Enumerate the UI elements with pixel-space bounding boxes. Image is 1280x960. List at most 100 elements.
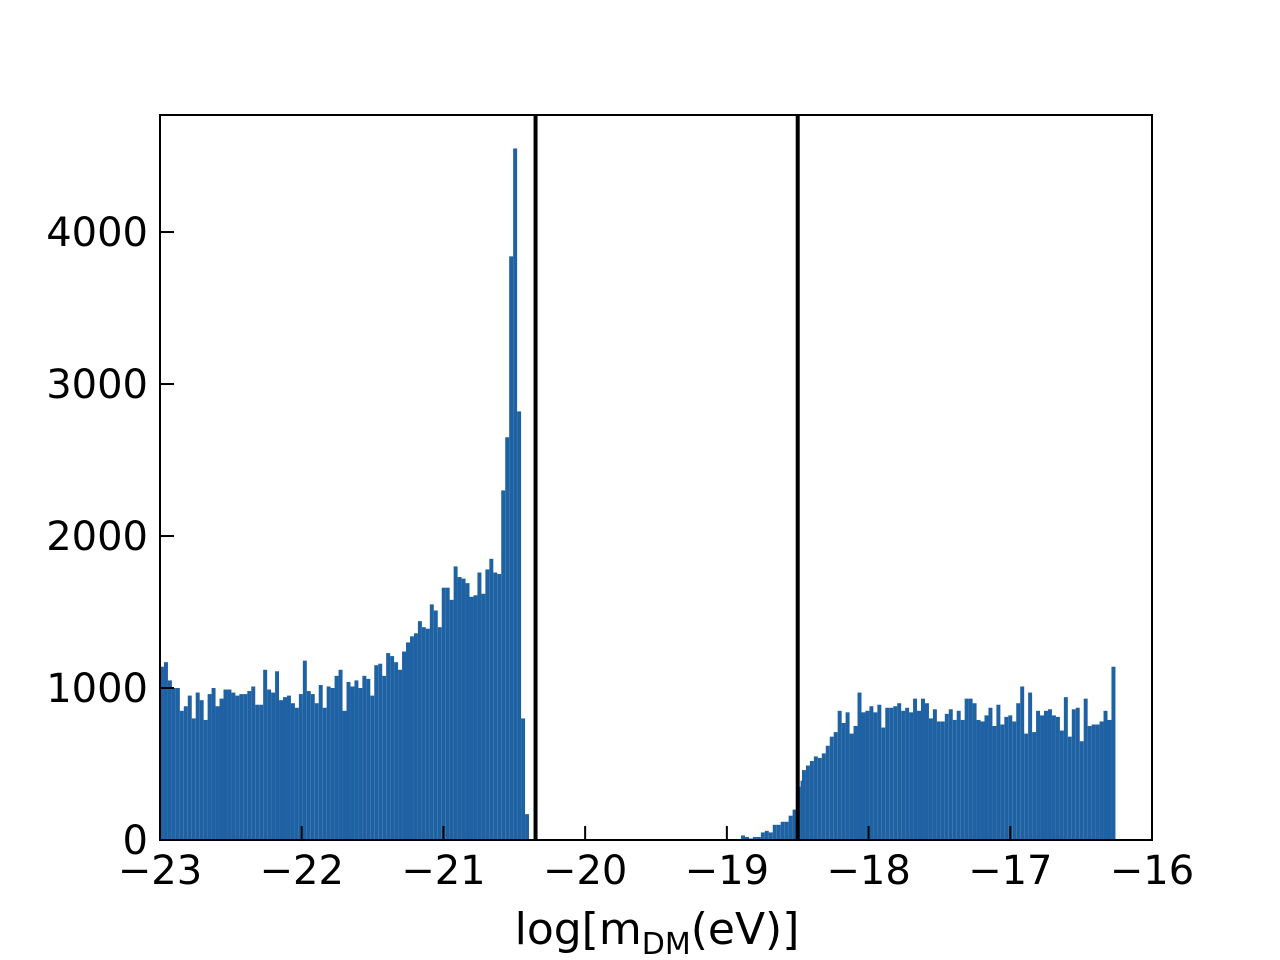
histogram-bar — [792, 809, 797, 840]
histogram-bar — [805, 765, 810, 840]
x-tick-label: −20 — [543, 848, 627, 894]
histogram-bar — [1020, 686, 1025, 840]
y-tick-label: 0 — [123, 818, 148, 864]
histogram-bar — [370, 695, 375, 840]
histogram-bar — [485, 569, 490, 840]
histogram-bar — [865, 710, 870, 840]
histogram-bar — [187, 695, 192, 840]
histogram-bar — [1075, 707, 1080, 840]
histogram-bar — [889, 707, 894, 840]
histogram-bar — [1024, 733, 1029, 840]
histogram-bar — [1091, 724, 1096, 840]
histogram-bar — [227, 689, 232, 840]
histogram-bar — [207, 694, 212, 840]
histogram-bar — [326, 686, 331, 840]
histogram-bar — [1099, 721, 1104, 840]
x-tick-label: −22 — [260, 848, 344, 894]
histogram-bar — [413, 633, 418, 840]
histogram-bar — [788, 815, 793, 840]
histogram-bar — [505, 437, 510, 840]
histogram-bar — [338, 669, 343, 840]
histogram-bar — [453, 566, 458, 840]
histogram-bar — [1107, 719, 1112, 840]
histogram-bar — [1059, 730, 1064, 840]
histogram-bar — [1036, 710, 1041, 840]
histogram-bar — [1040, 715, 1045, 840]
histogram-bar — [433, 610, 438, 840]
histogram-bar — [302, 660, 307, 840]
histogram-bar — [477, 572, 482, 840]
histogram-bar — [378, 663, 383, 840]
plot-frame — [159, 114, 1153, 841]
histogram-bar — [279, 700, 284, 840]
histogram-bar — [893, 706, 898, 840]
histogram-bar — [366, 678, 371, 840]
histogram-bar — [764, 830, 769, 840]
histogram-bar — [199, 700, 204, 840]
histogram-bar — [932, 709, 937, 840]
y-tick-label: 1000 — [46, 666, 148, 712]
histogram-bar — [877, 704, 882, 840]
histogram-bar — [901, 710, 906, 840]
histogram-bar — [271, 692, 276, 840]
histogram-bar — [314, 703, 319, 840]
histogram-bar — [1087, 726, 1092, 840]
histogram-bar — [1055, 716, 1060, 840]
histogram-bar — [469, 596, 474, 840]
histogram-bar — [437, 627, 442, 840]
histogram-bar — [350, 686, 355, 840]
histogram-bar — [255, 704, 260, 840]
histogram-bar — [294, 707, 299, 840]
histogram-bar — [768, 832, 773, 840]
histogram-bar — [784, 821, 789, 840]
histogram-bar — [1016, 703, 1021, 840]
histogram-bar — [909, 712, 914, 840]
histogram-bar — [171, 688, 176, 840]
histogram-bar — [346, 681, 351, 840]
x-axis-ticks: −23 −22 −21 −20 −19 −18 −17 −16 — [118, 826, 1194, 894]
histogram-bar — [905, 707, 910, 840]
histogram-bar — [417, 621, 422, 840]
histogram-bar — [354, 680, 359, 840]
histogram-bar — [968, 698, 973, 840]
histogram-bar — [386, 653, 391, 840]
histogram-bar — [330, 688, 335, 840]
histogram-bar — [390, 656, 395, 840]
histogram-bar — [251, 686, 256, 840]
histogram-bar — [1044, 710, 1048, 840]
histogram-bar — [776, 824, 781, 840]
histogram-bar — [936, 721, 941, 840]
histogram-bar — [1004, 716, 1009, 840]
histogram-bar — [869, 706, 874, 840]
histogram-bar — [247, 691, 252, 840]
x-tick-label: −21 — [401, 848, 485, 894]
histogram-bar — [203, 719, 208, 840]
histogram-bar — [756, 836, 761, 840]
histogram-bar — [885, 707, 890, 840]
histogram-bar — [513, 148, 518, 840]
histogram-bar — [267, 689, 272, 840]
histogram-bar — [219, 698, 224, 840]
histogram-bar — [402, 651, 407, 840]
histogram-bar — [1012, 721, 1017, 840]
histogram-bar — [318, 684, 323, 840]
histogram-bars — [160, 148, 1116, 841]
histogram-bar — [821, 753, 826, 840]
histogram-bar — [948, 709, 953, 840]
histogram-bar — [741, 835, 745, 840]
histogram-bar — [1028, 692, 1033, 840]
histogram-bar — [211, 688, 216, 840]
histogram-bar — [833, 732, 838, 840]
histogram-bar — [964, 698, 969, 840]
histogram-bar — [849, 733, 854, 840]
histogram-bar — [342, 710, 347, 840]
y-tick-label: 2000 — [46, 514, 148, 560]
histogram-bar — [976, 719, 981, 840]
histogram-bar — [382, 675, 387, 840]
histogram-bar — [956, 710, 961, 840]
histogram-bar — [996, 704, 1001, 840]
histogram-bar — [745, 836, 749, 840]
histogram-bar — [809, 760, 814, 840]
histogram-bar — [857, 692, 862, 840]
